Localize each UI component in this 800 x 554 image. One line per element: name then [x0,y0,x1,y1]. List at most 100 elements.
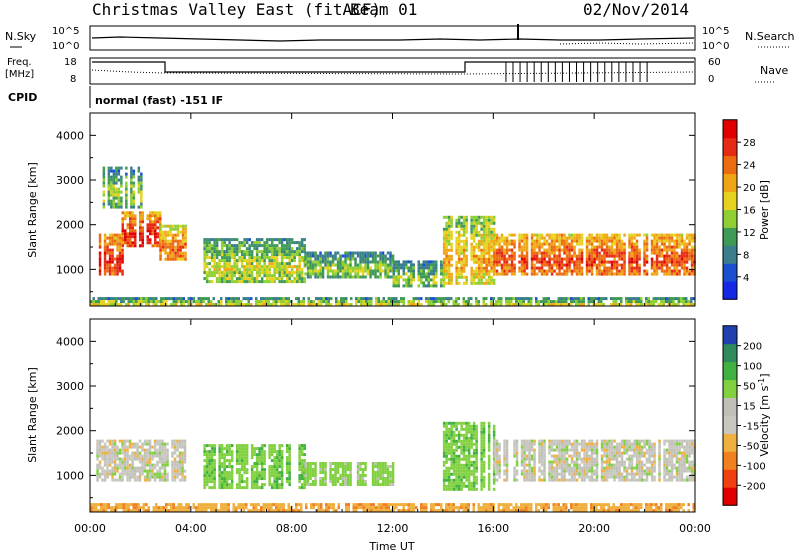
power-cell [95,303,98,307]
power-cell [202,297,205,301]
power-cell [500,269,504,273]
velocity-cell [176,448,179,452]
power-cell [400,275,403,279]
power-cell [205,241,209,245]
power-cell [663,233,666,237]
velocity-cell [528,472,531,476]
power-cell [690,303,693,307]
power-cell [324,257,327,261]
power-cell [620,248,624,252]
velocity-cell [146,472,149,476]
power-cell [203,256,206,260]
velocity-cell [533,475,536,479]
velocity-cell [445,424,448,428]
power-cell [422,266,425,270]
power-cell [288,280,291,284]
power-cell [179,254,182,258]
velocity-cell [178,460,182,464]
power-cell [595,251,599,255]
power-cell [155,303,158,307]
power-cell [300,300,303,304]
velocity-cell [156,469,159,473]
power-cell [530,257,534,261]
velocity-cell [445,451,448,455]
velocity-cell [298,453,301,457]
cpid-text: normal (fast) -151 IF [95,94,223,107]
velocity-cell [300,462,304,466]
power-cell [268,271,271,275]
power-cell [392,303,395,307]
velocity-cell [238,483,241,487]
velocity-cell [361,462,365,465]
velocity-cell [445,487,448,491]
power-cell [185,300,188,304]
velocity-cell [493,448,496,452]
power-cell [112,303,115,307]
power-cell [480,221,483,225]
power-cell [653,248,656,252]
velocity-cell [273,465,276,469]
velocity-cell [462,442,466,446]
velocity-cell [131,472,134,476]
power-cell [273,247,276,251]
velocity-cell [304,474,307,477]
velocity-cell [505,466,509,470]
power-cell [660,233,664,237]
power-cell [533,239,536,243]
velocity-cell [538,457,541,461]
power-cell [427,269,430,273]
velocity-cell [255,477,259,481]
power-cell [555,239,559,243]
power-cell [130,193,133,197]
power-cell [455,272,458,276]
velocity-cell [513,472,516,476]
velocity-cell [520,472,524,476]
power-cell [97,297,100,301]
power-cell [597,303,600,307]
power-cell [588,269,591,273]
power-cell [132,297,135,301]
velocity-cell [285,477,289,481]
power-cell [490,221,493,225]
power-cell [129,229,132,233]
power-cell [477,260,481,264]
velocity-cell [467,454,471,458]
velocity-cell [505,454,509,458]
power-cell [618,269,621,273]
power-cell [245,241,249,245]
velocity-cell [495,478,499,482]
power-cell [228,238,231,242]
power-cell [311,263,315,267]
velocity-cell [487,460,491,464]
power-cell [560,272,564,276]
power-cell [628,239,631,243]
power-cell [245,280,249,284]
power-cell [592,297,595,301]
power-cell [176,227,180,231]
power-cell [425,300,428,304]
power-cell [103,272,107,276]
power-cell [553,257,556,261]
power-cell [600,303,603,307]
velocity-cell [309,465,312,468]
velocity-cell [460,427,463,431]
power-cell [265,265,269,269]
power-cell [367,297,370,301]
velocity-cell [371,471,375,474]
velocity-cell [455,478,458,482]
power-cell [485,263,488,267]
power-cell [295,297,298,301]
power-cell [205,247,209,251]
power-cell [334,254,337,258]
power-cell [243,253,246,257]
power-cell [675,297,678,301]
velocity-cell [376,462,380,465]
power-cell [200,297,203,301]
velocity-cell [103,472,107,476]
power-cell [688,251,691,255]
power-cell [530,300,533,304]
power-cell [331,260,335,264]
power-cell [585,239,589,243]
velocity-cell [218,480,221,484]
power-cell [208,238,211,242]
